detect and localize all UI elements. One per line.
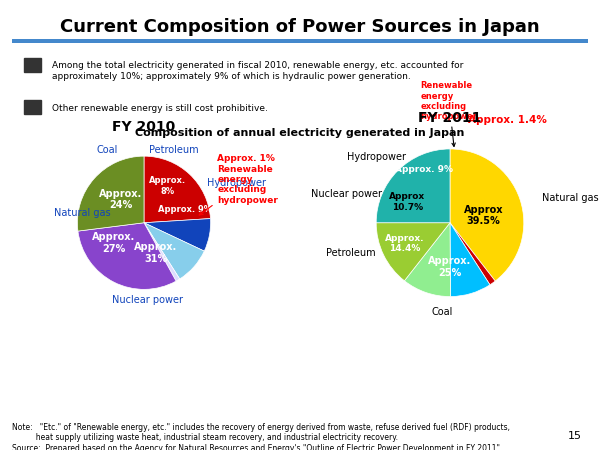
Text: Natural gas: Natural gas (542, 193, 599, 202)
Wedge shape (450, 223, 490, 297)
Text: Nuclear power: Nuclear power (311, 189, 382, 199)
Text: Approx.
31%: Approx. 31% (134, 242, 178, 264)
Text: Approx.
24%: Approx. 24% (99, 189, 142, 210)
Text: Approx.
27%: Approx. 27% (92, 232, 136, 253)
Title: FY 2010: FY 2010 (112, 120, 176, 134)
Text: Coal: Coal (432, 307, 454, 317)
Text: Note:   "Etc." of "Renewable energy, etc." includes the recovery of energy deriv: Note: "Etc." of "Renewable energy, etc."… (12, 423, 510, 450)
Text: Renewable
energy
excluding
hydropower: Renewable energy excluding hydropower (421, 81, 478, 146)
Wedge shape (404, 223, 451, 297)
Text: Hydropower: Hydropower (347, 152, 406, 162)
Wedge shape (144, 223, 204, 279)
Text: Approx. 1%
Renewable
energy
excluding
hydropower: Approx. 1% Renewable energy excluding hy… (199, 154, 278, 215)
Wedge shape (450, 149, 524, 281)
Text: Other renewable energy is still cost prohibitive.: Other renewable energy is still cost pro… (52, 104, 268, 113)
Text: Nuclear power: Nuclear power (112, 295, 183, 305)
Text: Composition of annual electricity generated in Japan: Composition of annual electricity genera… (136, 128, 464, 138)
Text: Approx
39.5%: Approx 39.5% (463, 205, 503, 226)
Text: Approx.
14.4%: Approx. 14.4% (385, 234, 424, 253)
Wedge shape (144, 219, 211, 251)
Text: Current Composition of Power Sources in Japan: Current Composition of Power Sources in … (60, 18, 540, 36)
Wedge shape (376, 223, 450, 281)
Wedge shape (450, 223, 495, 285)
Text: Petroleum: Petroleum (149, 145, 199, 155)
Wedge shape (144, 156, 211, 223)
Text: Approx
10.7%: Approx 10.7% (389, 193, 425, 212)
Wedge shape (77, 156, 144, 231)
Bar (23, 100, 41, 114)
Wedge shape (376, 149, 450, 223)
Text: Among the total electricity generated in fiscal 2010, renewable energy, etc. acc: Among the total electricity generated in… (52, 62, 464, 81)
Text: Hydropower: Hydropower (207, 178, 266, 188)
Text: Approx. 9%: Approx. 9% (395, 165, 453, 174)
Wedge shape (78, 223, 176, 289)
Bar (23, 58, 41, 72)
Text: Approx.
25%: Approx. 25% (428, 256, 472, 278)
Text: Approx. 1.4%: Approx. 1.4% (469, 115, 547, 125)
Text: 15: 15 (568, 431, 582, 441)
Text: Natural gas: Natural gas (54, 208, 111, 218)
Text: Approx. 9%: Approx. 9% (158, 205, 212, 214)
Title: FY 2011: FY 2011 (418, 111, 482, 125)
Text: Coal: Coal (97, 145, 118, 155)
Text: Petroleum: Petroleum (326, 248, 375, 258)
Wedge shape (144, 223, 179, 281)
Text: Approx.
8%: Approx. 8% (149, 176, 186, 196)
